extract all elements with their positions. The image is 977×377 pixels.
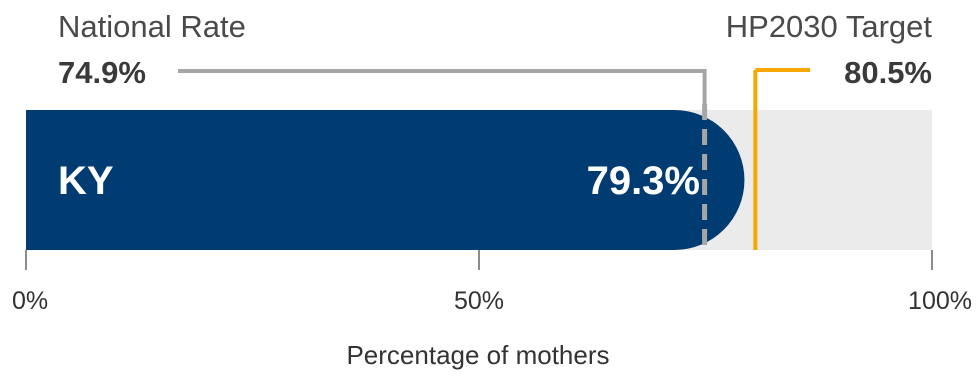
x-tick-label: 100% <box>908 287 972 315</box>
category-label: KY <box>58 159 114 203</box>
bar-ky <box>26 110 745 250</box>
x-axis-title: Percentage of mothers <box>346 340 609 370</box>
bar-value-label: 79.3% <box>587 159 700 203</box>
hp2030-target-value: 80.5% <box>844 55 932 90</box>
national-rate-leader <box>178 69 707 104</box>
national-rate-marker: National Rate 74.9% <box>58 9 708 250</box>
x-axis: 0% 50% 100% <box>12 250 972 315</box>
hp2030-target-name: HP2030 Target <box>726 9 933 44</box>
national-rate-name: National Rate <box>58 9 246 44</box>
x-tick-label: 50% <box>454 287 504 315</box>
hp2030-target-marker: HP2030 Target 80.5% <box>726 9 933 250</box>
x-tick-label: 0% <box>12 287 48 315</box>
national-rate-value: 74.9% <box>58 55 146 90</box>
